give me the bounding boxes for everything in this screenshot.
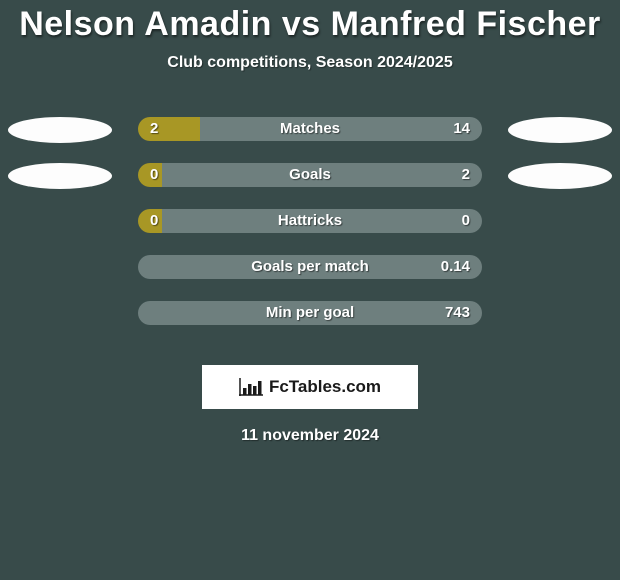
- logo-text: FcTables.com: [269, 377, 381, 397]
- bar-chart-icon: [239, 378, 263, 396]
- stat-bar: 00Hattricks: [138, 209, 482, 233]
- stat-bar: 214Matches: [138, 117, 482, 141]
- footer-date: 11 november 2024: [0, 427, 620, 445]
- stat-label: Hattricks: [138, 212, 482, 229]
- stat-row: 00Hattricks: [0, 209, 620, 255]
- stat-label: Min per goal: [138, 304, 482, 321]
- logo-box: FcTables.com: [202, 365, 418, 409]
- stat-label: Goals per match: [138, 258, 482, 275]
- stat-row: 02Goals: [0, 163, 620, 209]
- page-title: Nelson Amadin vs Manfred Fischer: [0, 5, 620, 44]
- player-marker-left: [8, 117, 112, 143]
- stat-bar: 743Min per goal: [138, 301, 482, 325]
- stat-bar: 02Goals: [138, 163, 482, 187]
- player-marker-left: [8, 163, 112, 189]
- stat-rows: 214Matches 02Goals 00Hattricks 0.14Goals pe…: [0, 117, 620, 347]
- stat-row: 0.14Goals per match: [0, 255, 620, 301]
- player-marker-right: [508, 163, 612, 189]
- comparison-infographic: Nelson Amadin vs Manfred Fischer Club co…: [0, 0, 620, 445]
- player-marker-right: [508, 117, 612, 143]
- stat-label: Goals: [138, 166, 482, 183]
- stat-bar: 0.14Goals per match: [138, 255, 482, 279]
- subtitle: Club competitions, Season 2024/2025: [0, 54, 620, 72]
- stat-label: Matches: [138, 120, 482, 137]
- stat-row: 743Min per goal: [0, 301, 620, 347]
- stat-row: 214Matches: [0, 117, 620, 163]
